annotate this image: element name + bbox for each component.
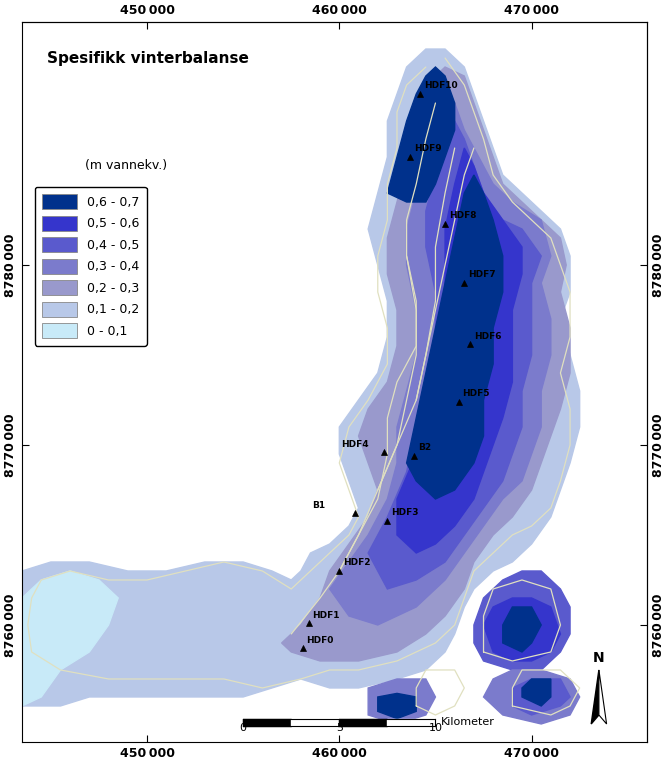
Polygon shape [387, 67, 455, 202]
Text: HDF0: HDF0 [306, 636, 334, 645]
Polygon shape [474, 571, 570, 670]
Polygon shape [522, 679, 551, 706]
Text: HDF3: HDF3 [391, 508, 419, 517]
Polygon shape [503, 607, 541, 652]
Text: B1: B1 [312, 500, 326, 510]
Text: HDF5: HDF5 [462, 389, 490, 398]
Text: N: N [593, 651, 605, 665]
Polygon shape [282, 67, 570, 661]
Text: B2: B2 [418, 443, 432, 452]
Text: HDF9: HDF9 [414, 144, 442, 154]
Polygon shape [484, 598, 561, 661]
Text: HDF2: HDF2 [343, 558, 371, 568]
Text: HDF4: HDF4 [341, 439, 369, 448]
Polygon shape [378, 694, 416, 719]
Text: 10: 10 [428, 724, 442, 733]
Polygon shape [591, 670, 599, 724]
Text: HDF8: HDF8 [449, 211, 476, 220]
Polygon shape [599, 670, 607, 724]
Text: HDF6: HDF6 [474, 332, 501, 341]
Text: Kilometer: Kilometer [442, 717, 495, 727]
Text: HDF1: HDF1 [312, 610, 340, 620]
Text: Spesifikk vinterbalanse: Spesifikk vinterbalanse [47, 51, 249, 66]
Legend: 0,6 - 0,7, 0,5 - 0,6, 0,4 - 0,5, 0,3 - 0,4, 0,2 - 0,3, 0,1 - 0,2, 0 - 0,1: 0,6 - 0,7, 0,5 - 0,6, 0,4 - 0,5, 0,3 - 0… [35, 186, 147, 346]
Polygon shape [407, 175, 503, 499]
Polygon shape [397, 148, 522, 553]
Polygon shape [330, 94, 551, 625]
Text: 0: 0 [240, 724, 247, 733]
Text: HDF10: HDF10 [424, 82, 458, 90]
Polygon shape [368, 121, 541, 589]
Polygon shape [22, 571, 118, 706]
Polygon shape [22, 49, 579, 706]
Polygon shape [368, 679, 436, 724]
Polygon shape [484, 670, 579, 724]
Text: HDF7: HDF7 [468, 270, 496, 280]
Polygon shape [512, 679, 570, 715]
Text: (m vannekv.): (m vannekv.) [84, 159, 167, 172]
Text: 5: 5 [336, 724, 343, 733]
